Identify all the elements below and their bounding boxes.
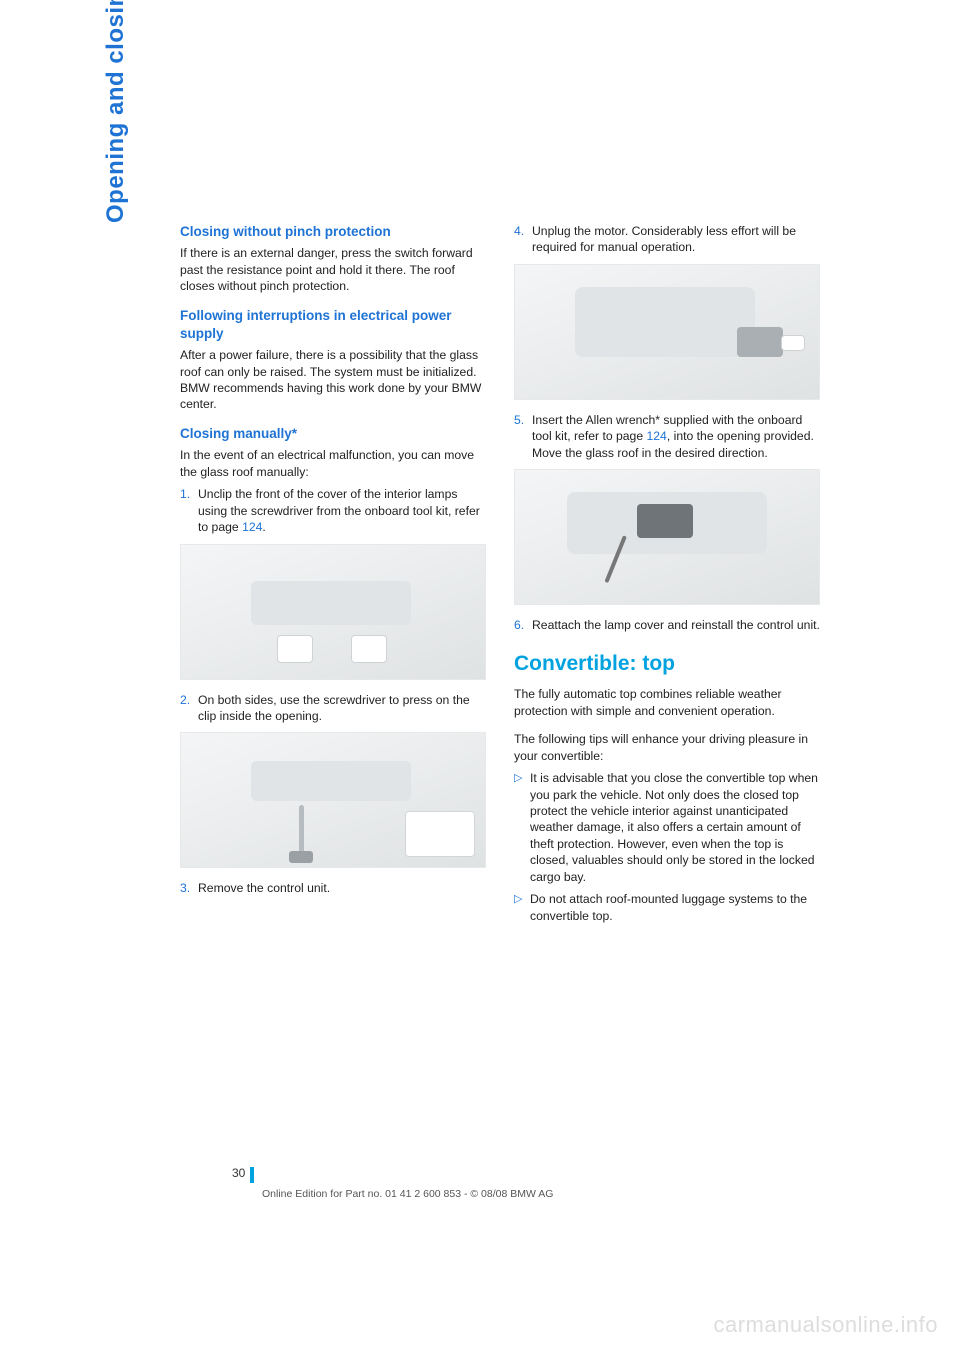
bullet-item: ▷ Do not attach roof-mounted luggage sys… — [514, 891, 820, 924]
para: If there is an external danger, press th… — [180, 245, 486, 294]
figure-allen-wrench — [514, 469, 820, 605]
step-2: 2. On both sides, use the screwdriver to… — [180, 692, 486, 725]
page-number: 30 — [232, 1166, 245, 1180]
para: The following tips will enhance your dri… — [514, 731, 820, 764]
step-number: 6. — [514, 617, 532, 633]
step-number: 5. — [514, 412, 532, 461]
heading-closing-without-pinch: Closing without pinch protection — [180, 223, 486, 241]
page-link[interactable]: 124 — [242, 520, 262, 534]
step-text: On both sides, use the screwdriver to pr… — [198, 692, 486, 725]
para: After a power failure, there is a possib… — [180, 347, 486, 413]
bullet-icon: ▷ — [514, 770, 530, 885]
step-text: Reattach the lamp cover and reinstall th… — [532, 617, 820, 633]
step-text: Unclip the front of the cover of the int… — [198, 486, 486, 535]
watermark: carmanualsonline.info — [713, 1312, 938, 1338]
heading-closing-manually: Closing manually* — [180, 425, 486, 443]
step-text: Remove the control unit. — [198, 880, 486, 896]
bullet-item: ▷ It is advisable that you close the con… — [514, 770, 820, 885]
footer-text: Online Edition for Part no. 01 41 2 600 … — [262, 1188, 553, 1200]
figure-interior-lamp-cover — [180, 544, 486, 680]
content-columns: Closing without pinch protection If ther… — [180, 223, 820, 930]
step-5: 5. Insert the Allen wrench* supplied wit… — [514, 412, 820, 461]
heading-following-interruptions: Following interruptions in electrical po… — [180, 307, 486, 343]
step-number: 3. — [180, 880, 198, 896]
left-column: Closing without pinch protection If ther… — [180, 223, 486, 930]
page-link[interactable]: 124 — [647, 429, 667, 443]
text: Unclip the front of the cover of the int… — [198, 487, 480, 534]
page-number-bar — [250, 1167, 254, 1183]
right-column: 4. Unplug the motor. Considerably less e… — [514, 223, 820, 930]
step-text: Unplug the motor. Considerably less effo… — [532, 223, 820, 256]
heading-convertible-top: Convertible: top — [514, 650, 820, 678]
step-text: Insert the Allen wrench* supplied with t… — [532, 412, 820, 461]
step-6: 6. Reattach the lamp cover and reinstall… — [514, 617, 820, 633]
para: In the event of an electrical malfunctio… — [180, 447, 486, 480]
step-1: 1. Unclip the front of the cover of the … — [180, 486, 486, 535]
figure-unplug-motor — [514, 264, 820, 400]
step-4: 4. Unplug the motor. Considerably less e… — [514, 223, 820, 256]
text: . — [262, 520, 265, 534]
bullet-text: Do not attach roof-mounted luggage syste… — [530, 891, 820, 924]
step-number: 4. — [514, 223, 532, 256]
step-3: 3. Remove the control unit. — [180, 880, 486, 896]
bullet-text: It is advisable that you close the conve… — [530, 770, 820, 885]
figure-screwdriver-clip — [180, 732, 486, 868]
step-number: 2. — [180, 692, 198, 725]
page: Opening and closing Closing without pinc… — [0, 0, 960, 1358]
para: The fully automatic top combines reliabl… — [514, 686, 820, 719]
bullet-icon: ▷ — [514, 891, 530, 924]
section-tab: Opening and closing — [102, 0, 130, 223]
step-number: 1. — [180, 486, 198, 535]
